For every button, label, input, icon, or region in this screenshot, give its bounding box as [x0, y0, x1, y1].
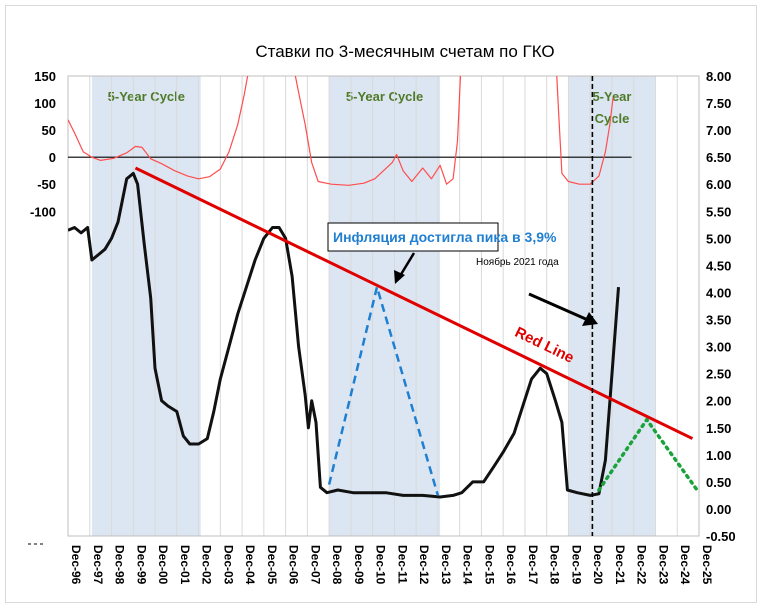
callout-box — [327, 222, 499, 252]
x-tick: Dec-20 — [591, 545, 605, 585]
x-tick: Dec-99 — [134, 545, 148, 585]
y-right-tick: 2.50 — [706, 367, 731, 382]
x-tick: Dec-02 — [200, 545, 214, 585]
x-tick: Dec-24 — [678, 545, 692, 585]
x-tick: Dec-16 — [504, 545, 518, 585]
x-tick: Dec-19 — [569, 545, 583, 585]
x-tick: Dec-25 — [700, 545, 714, 585]
chart-title: Ставки по 3-месячным счетам по ГКО — [255, 42, 554, 61]
callout-text: Инфляция достигла пика в 3,9% — [333, 229, 557, 245]
x-tick: Dec-15 — [482, 545, 496, 585]
x-tick: Dec-01 — [178, 545, 192, 585]
y-right-tick: 0.00 — [706, 502, 731, 517]
y-right-tick: 8.00 — [706, 69, 731, 84]
red-line — [134, 166, 694, 440]
forecast-triangle — [597, 416, 701, 495]
marker-arrowhead — [582, 312, 598, 326]
x-tick: Dec-13 — [439, 545, 453, 585]
x-tick: Dec-23 — [656, 545, 670, 585]
y-right-tick: -0.50 — [706, 529, 736, 544]
x-tick: Dec-04 — [243, 545, 257, 585]
y-right-tick: 4.00 — [706, 285, 731, 300]
series-layer — [68, 76, 632, 499]
y-right-tick: 5.00 — [706, 231, 731, 246]
y-right-tick: 3.50 — [706, 313, 731, 328]
x-tick: Dec-21 — [613, 545, 627, 585]
y-left-tick: 0 — [49, 150, 56, 165]
y-left-tick: -100 — [30, 204, 56, 219]
y-left-tick: 50 — [42, 123, 56, 138]
y-right-tick: 1.50 — [706, 421, 731, 436]
x-tick: Dec-14 — [461, 545, 475, 585]
callout-arrow — [398, 252, 416, 277]
y-right-tick: 1.00 — [706, 448, 731, 463]
grid — [67, 75, 700, 537]
y-right-tick: 7.50 — [706, 96, 731, 111]
spread-line — [68, 76, 249, 180]
cycle-band — [91, 76, 201, 536]
rate-line — [68, 171, 620, 499]
x-tick: Dec-18 — [548, 545, 562, 585]
y-right-tick: 6.00 — [706, 177, 731, 192]
x-tick: Dec-17 — [526, 545, 540, 585]
callout-subtext: Ноябрь 2021 года — [476, 256, 559, 268]
x-tick: Dec-09 — [352, 545, 366, 585]
x-tick: Dec-03 — [221, 545, 235, 585]
x-tick: Dec-11 — [395, 545, 409, 584]
y-right-tick: 6.50 — [706, 150, 731, 165]
y-left-tick: -50 — [37, 177, 56, 192]
y-left-tick: 100 — [34, 96, 56, 111]
x-tick: Dec-08 — [330, 545, 344, 585]
x-tick: Dec-22 — [635, 545, 649, 585]
y-right-tick: 4.50 — [706, 258, 731, 273]
x-tick: Dec-10 — [374, 545, 388, 585]
marker-arrow — [528, 292, 589, 322]
x-tick: Dec-96 — [69, 545, 83, 585]
inflation-triangle — [327, 282, 440, 496]
red-line-label: Red Line — [512, 324, 576, 367]
cycle-label: 5-Year Cycle — [108, 89, 185, 104]
y-left-tick: 150 — [34, 69, 56, 84]
y-right-tick: 2.00 — [706, 394, 731, 409]
plot-border — [67, 75, 700, 537]
axes: 150 100 50 0 -50 -100 8.00 7.50 7.00 6.50 6.00 5.50… — [28, 69, 736, 585]
y-right-tick: 0.50 — [706, 475, 731, 490]
x-tick: Dec-00 — [156, 545, 170, 585]
x-tick: Dec-06 — [287, 545, 301, 585]
y-right-tick: 3.00 — [706, 340, 731, 355]
cycle-label: 5-Year Cycle — [346, 89, 423, 104]
x-tick: Dec-05 — [265, 545, 279, 585]
cycle-band — [329, 76, 441, 536]
spread-line — [556, 76, 614, 185]
callout-arrowhead — [394, 270, 405, 284]
y-right-tick: 7.00 — [706, 123, 731, 138]
x-tick: Dec-07 — [308, 545, 322, 585]
x-tick: Dec-12 — [417, 545, 431, 585]
chart-frame: 5-Year Cycle 5-Year Cycle 5-Year Cycle Red … — [5, 5, 757, 603]
spread-line — [294, 76, 462, 186]
x-tick: Dec-97 — [91, 545, 105, 585]
x-tick: Dec-98 — [113, 545, 127, 585]
y-right-tick: 5.50 — [706, 204, 731, 219]
